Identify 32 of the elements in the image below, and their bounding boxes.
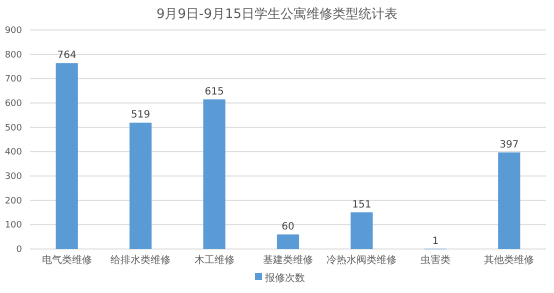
y-tick-label: 500 xyxy=(4,123,22,134)
y-tick-label: 900 xyxy=(4,26,22,36)
y-tick-label: 200 xyxy=(4,196,22,206)
data-label: 1 xyxy=(432,236,439,247)
bar xyxy=(56,63,78,249)
y-tick-label: 300 xyxy=(4,172,22,182)
bar xyxy=(350,212,373,249)
x-tick-label: 木工维修 xyxy=(194,254,234,266)
bar xyxy=(276,234,300,249)
y-tick-label: 400 xyxy=(4,148,22,158)
y-tick-label: 800 xyxy=(4,50,22,60)
x-tick-label: 给排水类维修 xyxy=(110,254,171,266)
data-label: 397 xyxy=(500,139,519,150)
y-tick-label: 0 xyxy=(16,245,22,255)
x-tick-label: 其他类维修 xyxy=(484,254,534,266)
x-tick-label: 电气类维修 xyxy=(42,254,92,266)
bar xyxy=(498,152,520,249)
x-tick-label: 冷热水阀类维修 xyxy=(326,254,397,266)
y-tick-label: 100 xyxy=(4,220,22,231)
bar xyxy=(130,122,152,249)
data-label: 60 xyxy=(282,221,294,232)
data-label: 764 xyxy=(57,50,76,62)
chart-title: 9月9日-9月15日学生公寓维修类型统计表 xyxy=(156,6,398,22)
data-label: 151 xyxy=(352,199,372,210)
bar xyxy=(203,99,226,249)
data-label: 615 xyxy=(204,86,224,98)
data-label: 519 xyxy=(131,110,150,121)
y-tick-label: 600 xyxy=(4,99,22,109)
x-tick-label: 虫害类 xyxy=(420,254,450,266)
x-tick-label: 基建类维修 xyxy=(263,254,313,266)
y-tick-label: 700 xyxy=(4,74,22,85)
legend-label: 报修次数 xyxy=(264,272,305,284)
